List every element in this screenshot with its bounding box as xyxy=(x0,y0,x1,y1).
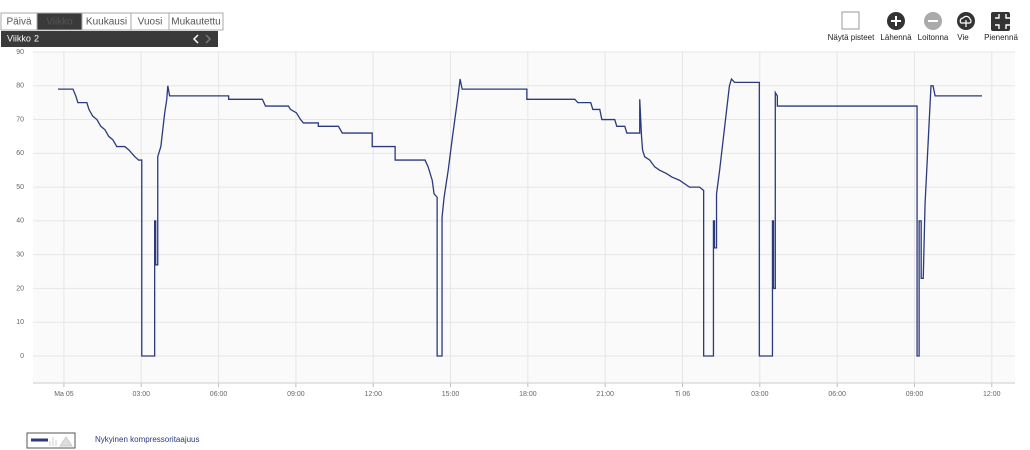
plot-area xyxy=(33,52,1015,383)
toolbar-label[interactable]: Pienennä xyxy=(984,33,1018,42)
toolbar-label[interactable]: Vie xyxy=(957,33,969,42)
x-tick-label: 09:00 xyxy=(906,391,924,398)
tab-label[interactable]: Viikko xyxy=(46,17,73,28)
x-tick-label: 15:00 xyxy=(442,391,460,398)
legend-icon xyxy=(49,436,73,447)
y-tick-label: 90 xyxy=(16,49,24,56)
prev-button[interactable] xyxy=(192,34,199,44)
toolbar-label[interactable]: Loitonna xyxy=(918,33,949,42)
tab-label[interactable]: Kuukausi xyxy=(86,17,127,28)
period-number: 2 xyxy=(34,33,39,43)
x-tick-label: 21:00 xyxy=(596,391,614,398)
tab-label[interactable]: Mukautettu xyxy=(171,17,220,28)
x-tick-label: 09:00 xyxy=(287,391,305,398)
y-tick-label: 80 xyxy=(16,83,24,90)
period-label: Viikko xyxy=(7,33,31,43)
toolbar-label[interactable]: Näytä pisteet xyxy=(828,33,875,42)
x-tick-label: Ti 06 xyxy=(675,391,690,398)
next-button[interactable] xyxy=(205,34,212,44)
y-tick-label: 60 xyxy=(16,150,24,157)
tab[interactable] xyxy=(168,12,224,31)
plus xyxy=(891,16,901,26)
plot: 0 10 20 30 40 50 60 70 80 90 Ma 05 03:00 06:00 09:00 1… xyxy=(16,49,1015,398)
x-tick-label: 03:00 xyxy=(132,391,150,398)
points-checkbox[interactable] xyxy=(841,11,860,30)
x-tick-label: 18:00 xyxy=(519,391,537,398)
x-tick-label: 06:00 xyxy=(210,391,228,398)
y-tick-label: 0 xyxy=(20,353,24,360)
tab-label[interactable]: Päivä xyxy=(6,17,31,28)
y-tick-label: 40 xyxy=(16,218,24,225)
x-tick-label: 12:00 xyxy=(364,391,382,398)
y-tick-label: 50 xyxy=(16,184,24,191)
tab-label[interactable]: Vuosi xyxy=(138,17,163,28)
y-tick-label: 70 xyxy=(16,116,24,123)
legend-label: Nykyinen kompressoritaajuus xyxy=(95,435,200,444)
series-line xyxy=(58,77,983,357)
x-tick-label: 03:00 xyxy=(751,391,769,398)
y-tick-label: 20 xyxy=(16,285,24,292)
toolbar: Näytä pisteet Lähennä Loitonna Vie Pienennä xyxy=(828,33,1019,42)
y-tick-label: 10 xyxy=(16,319,24,326)
y-tick-label: 30 xyxy=(16,251,24,258)
x-tick-label: 06:00 xyxy=(828,391,846,398)
x-tick-label: 12:00 xyxy=(983,391,1001,398)
shrink-icon[interactable] xyxy=(991,12,1010,31)
cloud xyxy=(959,15,972,27)
period-bar xyxy=(1,31,218,47)
shrink-arrows xyxy=(995,14,1010,29)
toolbar-label[interactable]: Lähennä xyxy=(880,33,912,42)
x-tick-label: Ma 05 xyxy=(54,391,74,398)
tab-bar: Päivä Viikko Kuukausi Vuosi Mukautettu xyxy=(0,12,224,31)
